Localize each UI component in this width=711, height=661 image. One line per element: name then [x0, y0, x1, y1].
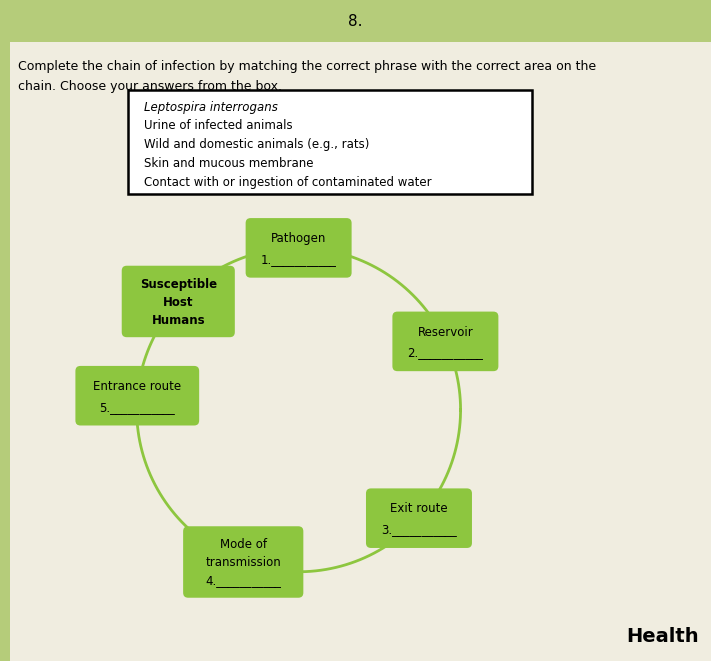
FancyBboxPatch shape: [128, 90, 532, 194]
Text: 4.___________: 4.___________: [205, 574, 281, 588]
FancyBboxPatch shape: [245, 218, 352, 278]
Text: Urine of infected animals: Urine of infected animals: [144, 120, 293, 132]
Text: 2.___________: 2.___________: [407, 346, 483, 359]
Text: 1.___________: 1.___________: [261, 253, 336, 266]
Text: 8.: 8.: [348, 13, 363, 28]
Text: Skin and mucous membrane: Skin and mucous membrane: [144, 157, 314, 170]
FancyBboxPatch shape: [183, 526, 304, 598]
Text: chain. Choose your answers from the box.: chain. Choose your answers from the box.: [18, 80, 282, 93]
Text: Mode of: Mode of: [220, 538, 267, 551]
FancyBboxPatch shape: [392, 311, 498, 371]
Text: Susceptible: Susceptible: [139, 278, 217, 291]
FancyBboxPatch shape: [0, 0, 10, 661]
Text: Wild and domestic animals (e.g., rats): Wild and domestic animals (e.g., rats): [144, 138, 370, 151]
Text: Reservoir: Reservoir: [417, 326, 474, 338]
FancyBboxPatch shape: [122, 266, 235, 337]
Text: Host: Host: [163, 296, 193, 309]
Text: transmission: transmission: [205, 557, 281, 569]
Text: 5.___________: 5.___________: [100, 401, 175, 414]
Text: Contact with or ingestion of contaminated water: Contact with or ingestion of contaminate…: [144, 176, 432, 189]
Text: Entrance route: Entrance route: [93, 380, 181, 393]
Text: Leptospira interrogans: Leptospira interrogans: [144, 100, 278, 114]
Text: Health: Health: [626, 627, 699, 646]
Text: Complete the chain of infection by matching the correct phrase with the correct : Complete the chain of infection by match…: [18, 60, 596, 73]
Text: 3.___________: 3.___________: [381, 523, 457, 536]
FancyBboxPatch shape: [0, 0, 711, 42]
Text: Exit route: Exit route: [390, 502, 448, 516]
FancyBboxPatch shape: [366, 488, 472, 548]
FancyBboxPatch shape: [75, 366, 199, 426]
Text: Humans: Humans: [151, 314, 205, 327]
Text: Pathogen: Pathogen: [271, 232, 326, 245]
